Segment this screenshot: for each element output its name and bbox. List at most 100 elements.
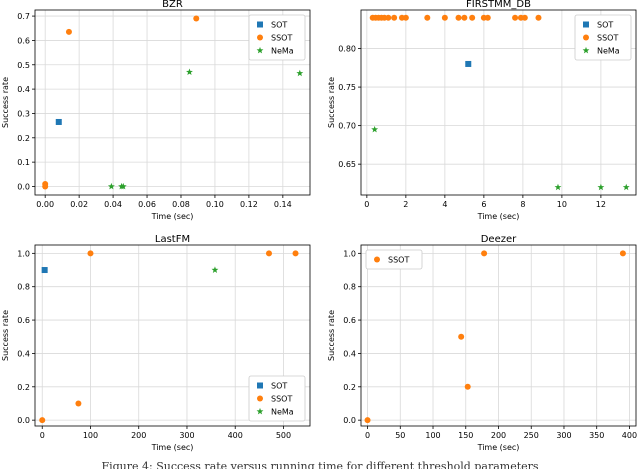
- legend-label: NeMa: [271, 47, 294, 56]
- y-tick-label: 0.4: [17, 85, 30, 94]
- y-axis-label: Success rate: [1, 310, 10, 361]
- y-tick-label: 0.0: [17, 416, 30, 425]
- data-point-nema: [107, 182, 115, 190]
- legend-marker-nema: [582, 46, 590, 54]
- legend-box: [365, 249, 423, 270]
- data-point-ssot: [39, 417, 46, 424]
- legend-marker-ssot: [583, 34, 589, 41]
- y-tick-label: 0.6: [343, 316, 356, 325]
- y-tick-label: 0.6: [17, 316, 30, 325]
- x-tick-label: 250: [524, 431, 539, 440]
- x-axis-label: Time (sec): [477, 212, 520, 221]
- legend-marker-ssot: [374, 256, 380, 263]
- legend-label: SSOT: [388, 256, 409, 265]
- data-point-ssot: [441, 14, 448, 21]
- x-tick-label: 0: [365, 431, 370, 440]
- x-tick-label: 400: [228, 431, 243, 440]
- y-tick-label: 0.70: [338, 122, 356, 131]
- data-point-ssot: [87, 250, 94, 257]
- data-point-ssot: [292, 250, 299, 257]
- x-tick-label: 50: [395, 431, 405, 440]
- chart-panel-1: 0.00 0.02 0.04 0.06 0.08 0.10 0.12 0.14 0.0 0.1 0.…: [1, 0, 311, 221]
- data-point-ssot: [65, 28, 72, 35]
- y-tick-label: 1.0: [17, 249, 30, 258]
- legend-marker-ssot: [257, 34, 263, 41]
- data-point-nema: [186, 68, 193, 75]
- y-tick-label: 0.2: [17, 383, 30, 392]
- data-point-ssot: [364, 417, 371, 424]
- legend-label: SOT: [597, 21, 613, 30]
- y-tick-label: 0.6: [17, 36, 30, 45]
- y-tick-label: 0.1: [17, 158, 30, 167]
- y-tick-label: 0.75: [338, 83, 356, 92]
- legend-marker-sot: [583, 21, 589, 28]
- legend: SSOT: [365, 249, 423, 270]
- chart-title: BZR: [162, 0, 183, 10]
- x-tick-label: 500: [276, 431, 291, 440]
- x-tick-label: 0.14: [274, 200, 292, 209]
- data-point-sot: [41, 267, 48, 274]
- legend: SOT SSOT NeMa: [574, 14, 632, 61]
- x-tick-label: 0.04: [104, 200, 122, 209]
- data-point-nema: [597, 183, 605, 191]
- data-point-ssot: [481, 250, 488, 257]
- legend-label: NeMa: [597, 47, 620, 56]
- chart-title: Deezer: [481, 234, 517, 245]
- legend-marker-sot: [257, 21, 263, 28]
- data-point-nema: [211, 266, 219, 273]
- chart-title: FIRSTMM_DB: [466, 0, 531, 10]
- y-tick-label: 0.0: [17, 182, 30, 191]
- y-tick-label: 1.0: [343, 249, 356, 258]
- data-point-ssot: [265, 250, 272, 257]
- y-axis-label: Success rate: [327, 310, 336, 361]
- legend: SOT SSOT NeMa: [248, 375, 306, 422]
- data-point-ssot: [535, 14, 542, 21]
- data-point-nema: [622, 183, 630, 191]
- data-point-ssot: [402, 14, 409, 21]
- data-point-sot: [465, 60, 472, 67]
- y-tick-label: 0.8: [17, 283, 30, 292]
- x-tick-label: 300: [179, 431, 194, 440]
- y-tick-label: 0.2: [17, 134, 30, 143]
- x-tick-label: 0.00: [36, 200, 54, 209]
- x-tick-label: 8: [520, 200, 525, 209]
- data-point-ssot: [461, 14, 468, 21]
- x-tick-label: 0.08: [172, 200, 190, 209]
- legend-label: SSOT: [597, 34, 618, 43]
- x-tick-label: 100: [83, 431, 98, 440]
- legend-label: SOT: [271, 382, 287, 391]
- data-point-ssot: [512, 14, 519, 21]
- legend-marker-nema: [256, 407, 264, 415]
- x-tick-label: 300: [556, 431, 571, 440]
- data-point-ssot: [42, 181, 49, 188]
- data-point-ssot: [193, 15, 200, 22]
- x-axis-label: Time (sec): [477, 443, 520, 452]
- data-point-ssot: [469, 14, 476, 21]
- x-axis-label: Time (sec): [151, 212, 194, 221]
- legend-marker-nema: [256, 46, 264, 54]
- x-tick-label: 200: [131, 431, 146, 440]
- y-tick-label: 0.4: [343, 349, 356, 358]
- legend-label: SSOT: [271, 395, 292, 404]
- x-tick-label: 2: [403, 200, 408, 209]
- x-tick-label: 6: [481, 200, 486, 209]
- y-tick-label: 0.5: [17, 61, 30, 70]
- x-tick-label: 400: [622, 431, 637, 440]
- legend-marker-sot: [257, 382, 263, 389]
- y-tick-label: 0.3: [17, 109, 30, 118]
- chart-panel-3: 0 100 200 300 400 500 0.0 0.2 0.4 0.6 0.8 1.0 LastFM…: [1, 234, 311, 452]
- data-point-ssot: [484, 14, 491, 21]
- legend-marker-ssot: [257, 395, 263, 402]
- x-tick-label: 100: [425, 431, 440, 440]
- data-point-ssot: [385, 14, 392, 21]
- data-point-nema: [554, 183, 562, 191]
- x-tick-label: 0.06: [138, 200, 156, 209]
- x-tick-label: 10: [557, 200, 567, 209]
- chart-panel-4: 0 50 100 150 200 250 300 350 400 0.0 0.2 0.4 0.6 0.8 1…: [327, 234, 637, 452]
- data-point-ssot: [521, 14, 528, 21]
- x-axis-label: Time (sec): [151, 443, 194, 452]
- figure-caption: Figure 4: Success rate versus running ti…: [101, 460, 539, 469]
- data-point-ssot: [391, 14, 398, 21]
- x-tick-label: 0: [40, 431, 45, 440]
- data-point-ssot: [455, 14, 462, 21]
